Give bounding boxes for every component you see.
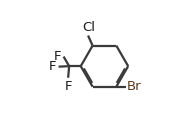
Text: F: F [54, 50, 61, 63]
Text: Br: Br [127, 80, 142, 93]
Text: F: F [65, 80, 72, 93]
Text: Cl: Cl [82, 21, 95, 34]
Text: F: F [49, 60, 56, 73]
